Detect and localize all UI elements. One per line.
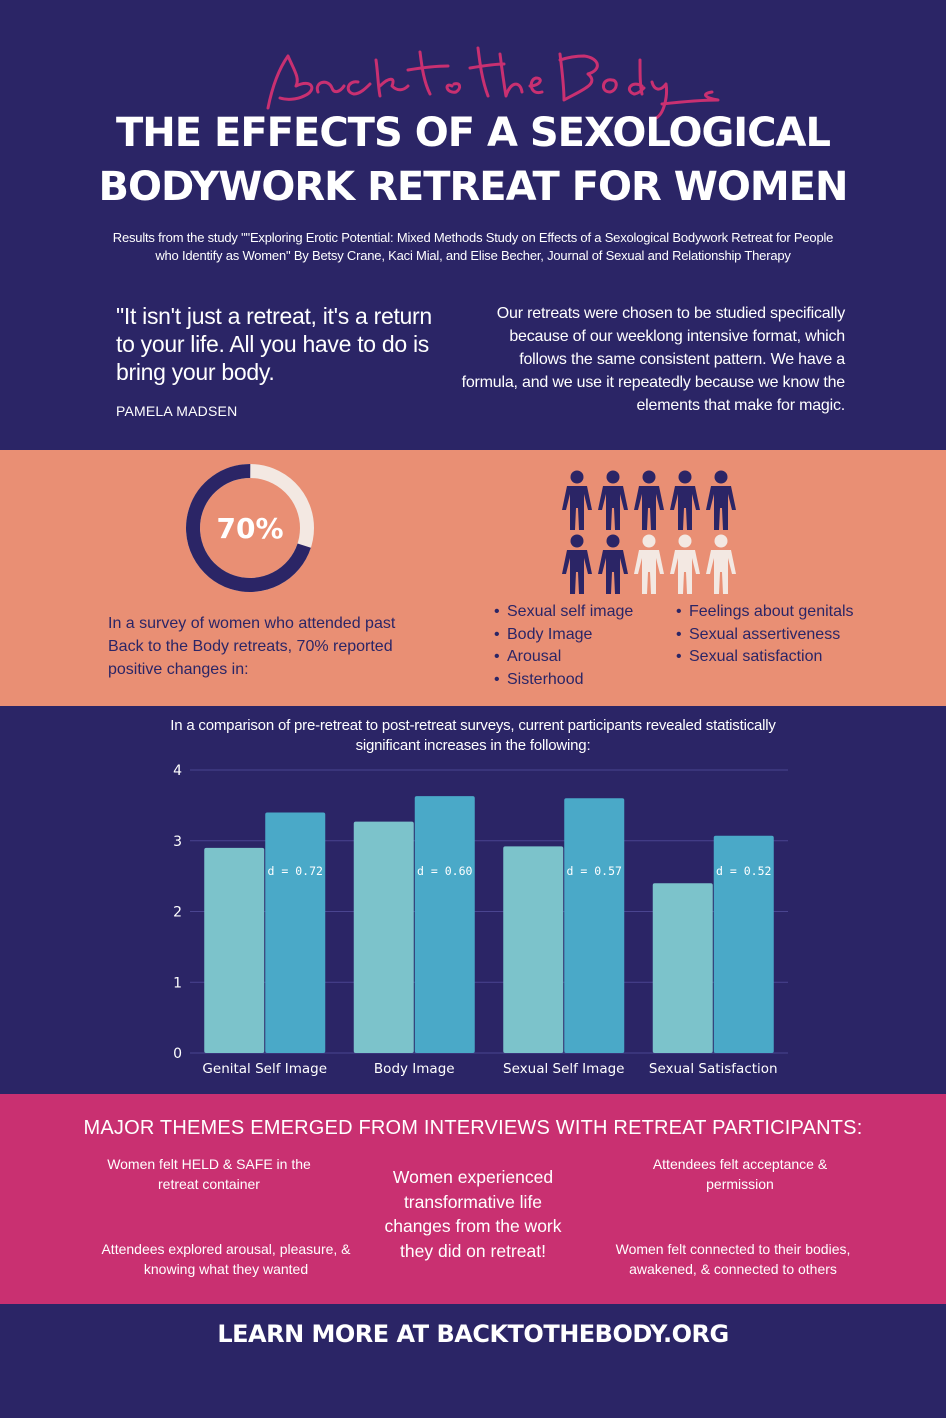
title-line-1: THE EFFECTS OF A SEXOLOGICAL [116, 110, 831, 156]
x-tick-label: Sexual Self Image [503, 1061, 624, 1077]
effect-size-label: d = 0.52 [716, 864, 771, 878]
y-tick-label: 2 [173, 905, 182, 921]
pre-retreat-bar [353, 821, 414, 1053]
effect-size-label: d = 0.72 [268, 864, 323, 878]
bullet-list-left: Sexual self imageBody ImageArousalSister… [494, 601, 669, 692]
x-tick-label: Genital Self Image [202, 1061, 327, 1077]
theme-held-safe: Women felt HELD & SAFE in the retreat co… [107, 1156, 311, 1192]
citation-line-1: Results from the study ""Exploring Eroti… [112, 230, 834, 245]
quote-text: "It isn't just a retreat, it's a return … [116, 303, 432, 385]
y-tick-label: 4 [173, 763, 182, 779]
right-bullet-item: Sexual assertiveness [676, 624, 861, 647]
theme-acceptance: Attendees felt acceptance & permission [652, 1156, 828, 1192]
left-bullet-item: Sexual self image [494, 601, 669, 624]
pre-retreat-bar [652, 883, 713, 1053]
left-bullet-item: Body Image [494, 624, 669, 647]
person-icon [670, 470, 700, 530]
person-icon [706, 534, 736, 594]
left-bullet-item: Sisterhood [494, 669, 669, 692]
quote-author: PAMELA MADSEN [116, 403, 238, 419]
post-retreat-bar [564, 798, 625, 1053]
post-retreat-bar [414, 796, 475, 1053]
theme-arousal: Attendees explored arousal, pleasure, & … [101, 1241, 351, 1277]
person-icon [670, 534, 700, 594]
effect-size-label: d = 0.60 [417, 864, 472, 878]
bar-chart: 0 1 2 3 4 d = 0.72 Genital Self Image d = 0.60 B… [173, 763, 788, 1077]
person-icon [598, 470, 628, 530]
pre-retreat-bar [503, 846, 564, 1053]
citation-line-2: who Identify as Women" By Betsy Crane, K… [155, 248, 791, 263]
post-retreat-bar [713, 835, 774, 1053]
pre-retreat-bar [204, 847, 265, 1053]
x-tick-label: Sexual Satisfaction [649, 1061, 778, 1077]
study-citation: Results from the study ""Exploring Eroti… [80, 229, 866, 265]
survey-description: In a survey of women who attended past B… [108, 615, 396, 678]
themes-section [0, 1094, 946, 1304]
people-pictogram [562, 470, 736, 594]
left-bullet-item: Arousal [494, 646, 669, 669]
chart-caption: In a comparison of pre-retreat to post-r… [170, 717, 776, 754]
title-line-2: BODYWORK RETREAT FOR WOMEN [98, 164, 849, 210]
percent-donut: 70% [186, 464, 314, 592]
bullet-list-right: Feelings about genitalsSexual assertiven… [676, 601, 861, 669]
x-tick-label: Body Image [374, 1061, 455, 1077]
effect-size-label: d = 0.57 [567, 864, 622, 878]
footer-cta: LEARN MORE AT BACKTOTHEBODY.ORG [217, 1320, 729, 1348]
person-icon [562, 470, 592, 530]
themes-heading: MAJOR THEMES EMERGED FROM INTERVIEWS WIT… [83, 1117, 863, 1139]
person-icon [598, 534, 628, 594]
footer-section [0, 1304, 946, 1418]
brand-script-logo [266, 46, 720, 120]
right-bullet-item: Feelings about genitals [676, 601, 861, 624]
intro-paragraph: Our retreats were chosen to be studied s… [461, 305, 846, 414]
person-icon [634, 470, 664, 530]
person-icon [634, 534, 664, 594]
theme-connected: Women felt connected to their bodies, aw… [615, 1241, 851, 1277]
right-bullet-item: Sexual satisfaction [676, 646, 861, 669]
post-retreat-bar [265, 812, 326, 1053]
y-tick-label: 3 [173, 834, 182, 850]
header-section [0, 0, 946, 450]
theme-transformative: Women experienced transformative life ch… [384, 1167, 562, 1261]
donut-percent-label: 70% [216, 512, 283, 545]
y-tick-label: 1 [173, 975, 182, 991]
person-icon [562, 534, 592, 594]
y-tick-label: 0 [173, 1046, 182, 1062]
page-title: THE EFFECTS OF A SEXOLOGICAL BODYWORK RE… [40, 106, 906, 214]
person-icon [706, 470, 736, 530]
